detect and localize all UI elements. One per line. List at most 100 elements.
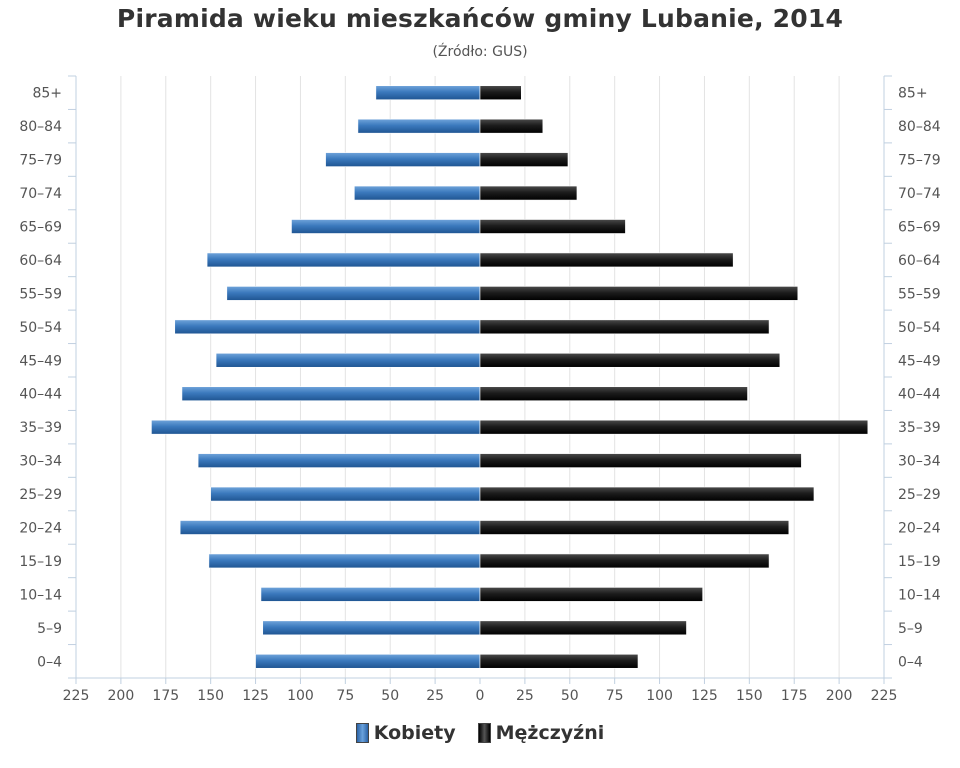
category-label-left: 50–54 (19, 320, 62, 336)
category-label-left: 0–4 (37, 654, 62, 670)
bar-mezczyzni[interactable] (479, 419, 869, 435)
category-label-left: 80–84 (19, 119, 62, 135)
bar-kobiety[interactable] (375, 85, 481, 101)
legend-label-mezczyzni: Mężczyźni (495, 722, 605, 744)
category-label-left: 60–64 (19, 253, 62, 269)
bars (151, 85, 869, 669)
bar-kobiety[interactable] (357, 118, 481, 134)
category-label-left: 30–34 (19, 454, 62, 470)
bar-mezczyzni[interactable] (479, 286, 799, 301)
category-label-right: 40–44 (898, 387, 941, 403)
x-tick-label: 175 (152, 688, 179, 704)
x-tick-label: 100 (646, 688, 673, 704)
bar-kobiety[interactable] (325, 152, 481, 167)
bar-kobiety[interactable] (226, 286, 481, 301)
x-tick-label: 25 (516, 688, 534, 704)
category-label-right: 15–19 (898, 554, 941, 570)
bar-mezczyzni[interactable] (479, 118, 544, 134)
bar-kobiety[interactable] (179, 520, 481, 535)
category-label-left: 85+ (32, 86, 62, 102)
legend-item-kobiety[interactable]: Kobiety (355, 722, 456, 744)
bar-kobiety[interactable] (291, 219, 481, 234)
legend: Kobiety Mężczyźni (0, 722, 960, 744)
bar-kobiety[interactable] (260, 587, 481, 602)
x-tick-label: 150 (736, 688, 763, 704)
bar-kobiety[interactable] (255, 653, 481, 669)
legend-swatch-kobiety (355, 723, 369, 743)
bar-mezczyzni[interactable] (479, 252, 734, 268)
bar-mezczyzni[interactable] (479, 352, 781, 368)
bar-mezczyzni[interactable] (479, 219, 626, 234)
category-label-left: 10–14 (19, 587, 62, 603)
x-tick-label: 200 (826, 688, 853, 704)
category-label-left: 70–74 (19, 186, 62, 202)
category-label-right: 80–84 (898, 119, 941, 135)
x-tick-label: 125 (691, 688, 718, 704)
x-tick-label: 50 (561, 688, 579, 704)
bar-kobiety[interactable] (174, 319, 481, 335)
category-label-left: 25–29 (19, 487, 62, 503)
bar-kobiety[interactable] (262, 620, 481, 636)
category-label-right: 5–9 (898, 621, 923, 637)
bar-kobiety[interactable] (208, 553, 481, 569)
category-label-left: 40–44 (19, 387, 62, 403)
bar-mezczyzni[interactable] (479, 152, 569, 167)
category-label-left: 45–49 (19, 353, 62, 369)
x-tick-label: 0 (476, 688, 485, 704)
category-label-left: 65–69 (19, 220, 62, 236)
legend-label-kobiety: Kobiety (373, 722, 456, 744)
x-tick-label: 150 (197, 688, 224, 704)
category-label-left: 20–24 (19, 521, 62, 537)
x-tick-label: 100 (287, 688, 314, 704)
chart-title: Piramida wieku mieszkańców gminy Lubanie… (116, 4, 844, 33)
category-label-right: 25–29 (898, 487, 941, 503)
bar-kobiety[interactable] (210, 486, 481, 502)
x-tick-label: 200 (108, 688, 135, 704)
bar-kobiety[interactable] (197, 453, 481, 468)
bar-mezczyzni[interactable] (479, 185, 578, 201)
legend-item-mezczyzni[interactable]: Mężczyźni (477, 722, 605, 744)
bar-mezczyzni[interactable] (479, 553, 770, 569)
category-label-left: 55–59 (19, 286, 62, 302)
bar-kobiety[interactable] (151, 419, 481, 435)
x-tick-label: 125 (242, 688, 269, 704)
bar-kobiety[interactable] (215, 352, 481, 368)
tick-labels: 225 200 175 150 125 100 75 50 25 0 25 50 75 100 125 150… (19, 86, 940, 704)
category-label-left: 15–19 (19, 554, 62, 570)
category-label-right: 60–64 (898, 253, 941, 269)
axes (68, 75, 892, 684)
bar-kobiety[interactable] (354, 185, 481, 201)
x-tick-label: 175 (781, 688, 808, 704)
bar-mezczyzni[interactable] (479, 319, 770, 335)
x-tick-label: 50 (381, 688, 399, 704)
category-label-right: 55–59 (898, 286, 941, 302)
bar-mezczyzni[interactable] (479, 486, 815, 502)
x-tick-label: 75 (336, 688, 354, 704)
bar-mezczyzni[interactable] (479, 653, 639, 669)
category-label-left: 75–79 (19, 153, 62, 169)
bar-mezczyzni[interactable] (479, 620, 687, 636)
category-label-right: 70–74 (898, 186, 941, 202)
bar-mezczyzni[interactable] (479, 85, 522, 101)
chart-subtitle: (Źródło: GUS) (432, 44, 528, 60)
bar-mezczyzni[interactable] (479, 386, 748, 402)
bar-kobiety[interactable] (181, 386, 481, 402)
category-label-right: 10–14 (898, 587, 941, 603)
category-label-right: 85+ (898, 86, 928, 102)
bar-mezczyzni[interactable] (479, 520, 790, 535)
x-tick-label: 25 (426, 688, 444, 704)
category-label-right: 65–69 (898, 220, 941, 236)
category-label-right: 0–4 (898, 654, 923, 670)
legend-swatch-mezczyzni (477, 723, 491, 743)
category-label-right: 20–24 (898, 521, 941, 537)
category-label-right: 50–54 (898, 320, 941, 336)
category-label-right: 35–39 (898, 420, 941, 436)
category-label-left: 5–9 (37, 621, 62, 637)
bar-mezczyzni[interactable] (479, 587, 703, 602)
bar-kobiety[interactable] (206, 252, 481, 268)
bar-mezczyzni[interactable] (479, 453, 802, 468)
x-tick-label: 225 (871, 688, 898, 704)
category-label-left: 35–39 (19, 420, 62, 436)
category-label-right: 75–79 (898, 153, 941, 169)
